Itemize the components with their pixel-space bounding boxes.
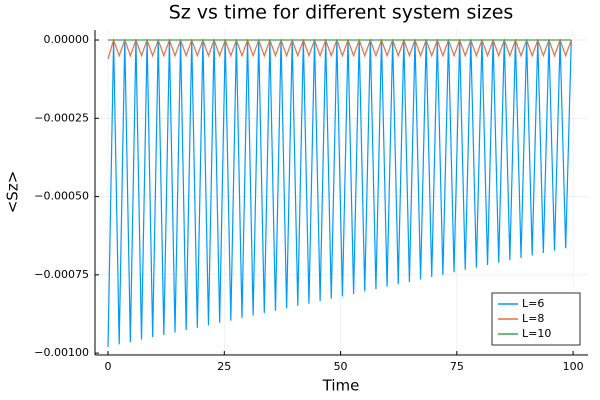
legend-text: L=10 <box>522 327 551 340</box>
x-tick-label: 0 <box>105 360 112 373</box>
chart-title: Sz vs time for different system sizes <box>169 2 514 24</box>
x-tick-label: 100 <box>563 360 584 373</box>
series-line <box>107 38 572 59</box>
y-tick-label: 0.00000 <box>44 33 90 46</box>
x-tick-label: 25 <box>217 360 231 373</box>
legend-text: L=8 <box>522 312 544 325</box>
y-tick-label: −0.00050 <box>34 190 89 203</box>
legend-text: L=6 <box>522 297 544 310</box>
x-tick-label: 50 <box>334 360 348 373</box>
x-axis-label: Time <box>322 377 360 395</box>
x-tick-label: 75 <box>450 360 464 373</box>
y-tick-label: −0.00075 <box>34 268 89 281</box>
y-tick-label: −0.00100 <box>34 346 89 359</box>
series-line <box>107 40 572 347</box>
y-tick-label: −0.00025 <box>34 111 89 124</box>
y-axis-label: <Sz> <box>4 171 22 214</box>
